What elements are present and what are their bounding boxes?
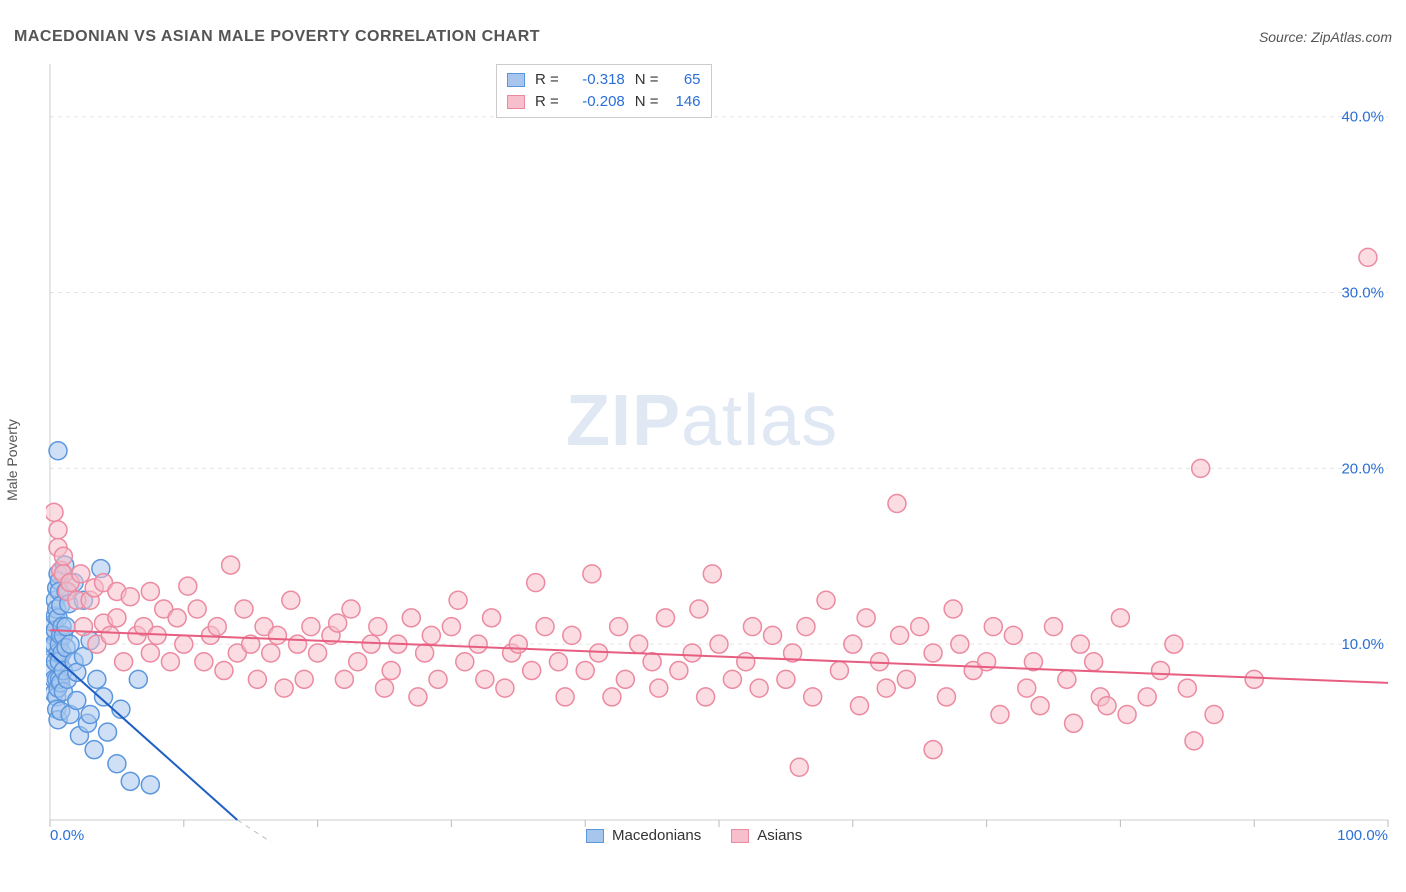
chart-header: MACEDONIAN VS ASIAN MALE POVERTY CORRELA… [14, 28, 1392, 46]
series-legend-item: Asians [731, 827, 802, 844]
svg-text:10.0%: 10.0% [1341, 636, 1384, 653]
n-value: 146 [665, 91, 701, 113]
svg-text:100.0%: 100.0% [1337, 827, 1388, 842]
legend-swatch [586, 829, 604, 843]
plot-area: 10.0%20.0%30.0%40.0%0.0%100.0% ZIPatlas … [46, 60, 1392, 842]
n-value: 65 [665, 69, 701, 91]
n-label: N = [635, 91, 659, 113]
r-label: R = [535, 91, 559, 113]
chart-title: MACEDONIAN VS ASIAN MALE POVERTY CORRELA… [14, 28, 540, 46]
legend-row: R = -0.208 N = 146 [507, 91, 701, 113]
r-label: R = [535, 69, 559, 91]
svg-text:0.0%: 0.0% [50, 827, 84, 842]
svg-text:40.0%: 40.0% [1341, 109, 1384, 126]
correlation-legend: R = -0.318 N = 65 R = -0.208 N = 146 [496, 64, 712, 118]
svg-text:30.0%: 30.0% [1341, 285, 1384, 302]
series-legend-item: Macedonians [586, 827, 701, 844]
r-value: -0.208 [565, 91, 625, 113]
legend-row: R = -0.318 N = 65 [507, 69, 701, 91]
n-label: N = [635, 69, 659, 91]
scatter-plot-svg: 10.0% 20.0% 30.0% 40.0% 0.0% 100.0% [46, 60, 1392, 842]
series-name: Macedonians [612, 827, 701, 844]
series-legend: Macedonians Asians [586, 827, 802, 844]
chart-source: Source: ZipAtlas.com [1259, 29, 1392, 45]
legend-swatch [507, 95, 525, 109]
y-axis-label: Male Poverty [4, 419, 20, 501]
legend-swatch [507, 73, 525, 87]
r-value: -0.318 [565, 69, 625, 91]
series-name: Asians [757, 827, 802, 844]
legend-swatch [731, 829, 749, 843]
svg-text:20.0%: 20.0% [1341, 460, 1384, 477]
